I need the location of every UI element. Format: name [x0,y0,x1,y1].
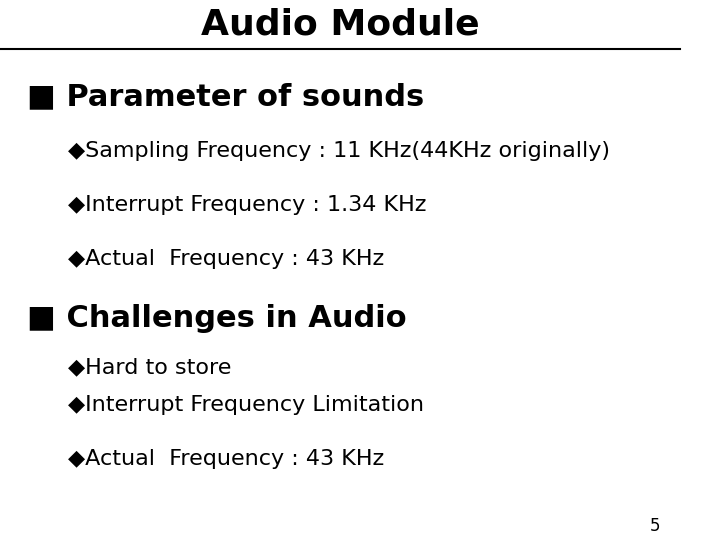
Text: ■ Challenges in Audio: ■ Challenges in Audio [27,304,407,333]
Text: ◆Hard to store: ◆Hard to store [68,357,231,377]
Text: ◆Sampling Frequency : 11 KHz(44KHz originally): ◆Sampling Frequency : 11 KHz(44KHz origi… [68,141,610,161]
Text: ◆Actual  Frequency : 43 KHz: ◆Actual Frequency : 43 KHz [68,249,384,269]
Text: ◆Actual  Frequency : 43 KHz: ◆Actual Frequency : 43 KHz [68,449,384,469]
Text: 5: 5 [649,517,660,535]
Text: ■ Parameter of sounds: ■ Parameter of sounds [27,83,425,112]
Text: Audio Module: Audio Module [201,8,480,41]
Text: ◆Interrupt Frequency : 1.34 KHz: ◆Interrupt Frequency : 1.34 KHz [68,195,426,215]
Text: ◆Interrupt Frequency Limitation: ◆Interrupt Frequency Limitation [68,395,424,415]
